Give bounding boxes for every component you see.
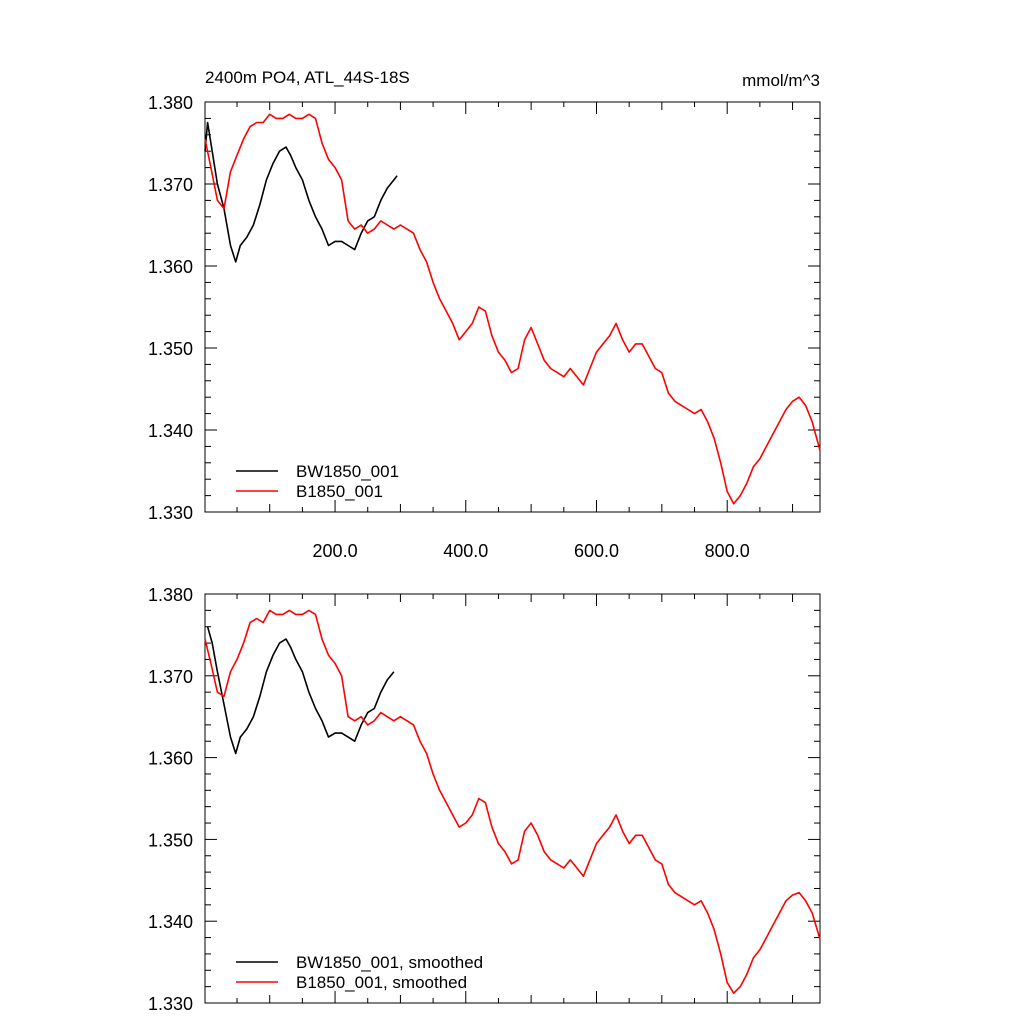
y-tick-label-top: 1.330 [148, 503, 193, 523]
x-tick-label-top: 400.0 [443, 541, 488, 561]
y-tick-label-bottom: 1.350 [148, 830, 193, 850]
plot-area-top: 1.330 1.340 1.350 1.360 1.370 1.380 200.0 400.0… [148, 93, 821, 561]
y-tick-label-top: 1.340 [148, 421, 193, 441]
bottom-panel: 1.330 1.340 1.350 1.360 1.370 1.380 BW1850_001… [148, 585, 821, 1014]
series-line-0-top [204, 121, 398, 263]
y-tick-label-bottom: 1.370 [148, 667, 193, 687]
y-tick-label-top: 1.350 [148, 339, 193, 359]
y-tick-label-top: 1.360 [148, 257, 193, 277]
x-tick-label-top: 200.0 [313, 541, 358, 561]
series-line-1-top [204, 113, 821, 505]
chart-title: 2400m PO4, ATL_44S-18S [205, 68, 410, 87]
y-tick-label-top: 1.380 [148, 93, 193, 113]
legend-label-0-bottom: BW1850_001, smoothed [296, 953, 483, 972]
x-tick-label-top: 800.0 [705, 541, 750, 561]
x-tick-label-top: 600.0 [574, 541, 619, 561]
plot-frame-bottom [204, 593, 821, 1004]
legend-label-1-top: B1850_001 [296, 482, 383, 501]
y-tick-label-top: 1.370 [148, 175, 193, 195]
top-panel: 2400m PO4, ATL_44S-18S mmol/m^3 1.3301.3… [148, 68, 821, 561]
y-tick-label-bottom: 1.340 [148, 912, 193, 932]
y-tick-label-bottom: 1.330 [148, 994, 193, 1014]
y-tick-label-bottom: 1.360 [148, 749, 193, 769]
legend-label-0-top: BW1850_001 [296, 462, 399, 481]
plot-frame-top [204, 101, 821, 513]
units-label: mmol/m^3 [742, 71, 820, 90]
series-line-1-bottom [204, 609, 821, 994]
legend-label-1-bottom: B1850_001, smoothed [296, 973, 467, 992]
y-tick-label-bottom: 1.380 [148, 585, 193, 605]
plot-area-bottom: 1.330 1.340 1.350 1.360 1.370 1.380 BW1850_001… [148, 585, 821, 1014]
series-line-0-bottom [206, 626, 395, 755]
